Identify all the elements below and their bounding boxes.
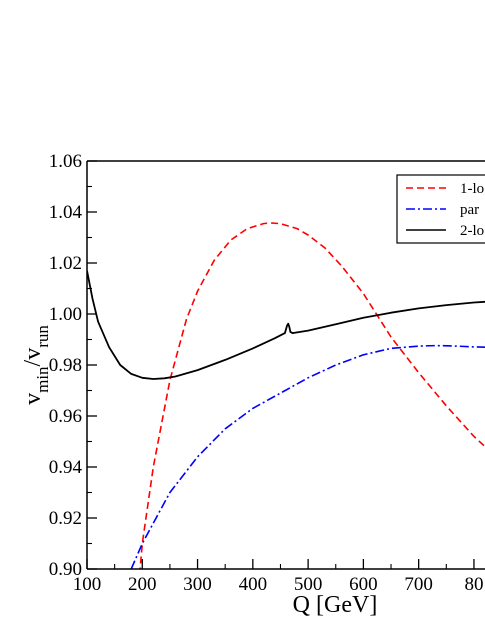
y-axis-title: vmin/vrun — [20, 325, 52, 405]
x-tick-label: 500 — [294, 574, 323, 595]
data-series — [87, 222, 485, 569]
plot-frame — [86, 160, 485, 570]
x-tick-label: 200 — [128, 574, 157, 595]
y-tick-label: 1.06 — [49, 151, 82, 172]
y-tick-label: 1.04 — [49, 202, 83, 223]
series-line-1-loop — [139, 222, 485, 569]
y-axis-title-slash-v: /v — [20, 348, 46, 367]
legend-entry-2-loop-label: 2-lo — [460, 223, 484, 239]
x-axis-title: Q [GeV] — [293, 592, 378, 618]
x-tick-labels: 100 200 300 400 500 600 700 80 — [73, 574, 484, 595]
series-line-2-loop — [87, 270, 485, 380]
legend-entry-par-label: par — [460, 202, 479, 218]
y-tick-label: 0.96 — [49, 406, 82, 427]
x-tick-label: 600 — [349, 574, 378, 595]
y-tick-label: 0.90 — [49, 559, 82, 580]
y-tick-label: 0.98 — [49, 355, 82, 376]
svg-text:vmin/vrun: vmin/vrun — [20, 325, 52, 405]
x-tick-label: 400 — [239, 574, 268, 595]
y-tick-label: 0.92 — [49, 508, 82, 529]
y-tick-labels: 0.90 0.92 0.94 0.96 0.98 1.00 1.02 1.04 1.06 — [49, 151, 83, 580]
x-tick-label: 80 — [464, 574, 483, 595]
y-tick-label: 0.94 — [49, 457, 83, 478]
legend: 1-lo par 2-lo — [396, 174, 485, 244]
x-tick-label: 700 — [404, 574, 433, 595]
legend-entry-1-loop-label: 1-lo — [460, 181, 484, 197]
x-tick-label: 300 — [183, 574, 212, 595]
y-tick-label: 1.02 — [49, 253, 82, 274]
y-axis-title-sub-min: min — [33, 366, 52, 393]
series-line-par — [130, 344, 485, 569]
x-tick-label: 100 — [73, 574, 102, 595]
y-tick-label: 1.00 — [49, 304, 82, 325]
y-axis-title-sub-run: run — [33, 325, 52, 348]
y-axis-title-v1: v — [20, 393, 46, 405]
